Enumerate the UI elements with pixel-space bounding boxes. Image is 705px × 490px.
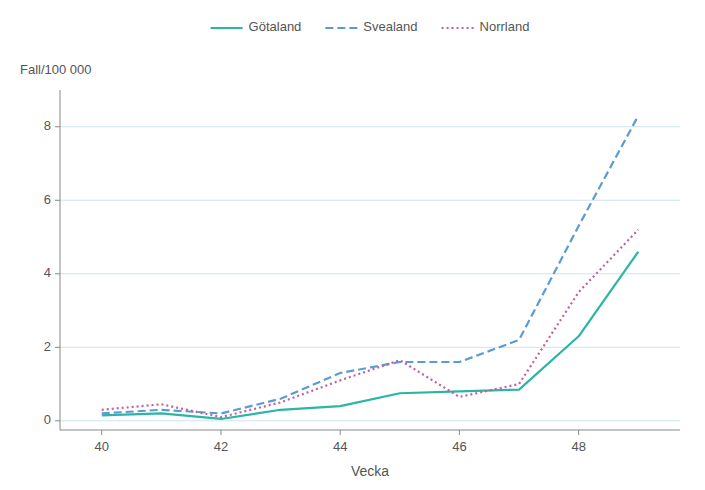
y-tick-label: 8 (44, 118, 51, 133)
x-axis-label: Vecka (351, 463, 389, 479)
y-tick (55, 200, 60, 201)
y-tick (55, 420, 60, 421)
chart-container: 024684042444648VeckaFall/100 000Götaland… (0, 0, 705, 490)
y-tick-label: 4 (44, 265, 51, 280)
legend-label: Svealand (363, 19, 417, 34)
x-tick (220, 430, 221, 435)
legend-label: Norrland (480, 19, 530, 34)
chart: 024684042444648VeckaFall/100 000Götaland… (0, 0, 705, 490)
x-tick-label: 46 (452, 439, 466, 454)
grid-line (60, 200, 680, 201)
y-tick-label: 2 (44, 339, 51, 354)
x-tick (101, 430, 102, 435)
legend-item: Götaland (211, 19, 302, 34)
x-tick (459, 430, 460, 435)
legend-label: Götaland (249, 19, 302, 34)
y-tick (55, 273, 60, 274)
x-axis-line (60, 430, 680, 431)
plot-area (102, 116, 639, 419)
y-tick (55, 126, 60, 127)
grid-line (60, 347, 680, 348)
series-line (102, 116, 639, 414)
y-tick-label: 0 (44, 412, 51, 427)
y-axis-label: Fall/100 000 (20, 62, 92, 77)
legend-item: Svealand (325, 19, 417, 34)
x-tick (578, 430, 579, 435)
legend-swatch (325, 27, 357, 29)
x-tick-label: 44 (333, 439, 347, 454)
axes: 024684042444648 (44, 90, 680, 454)
legend-item: Norrland (442, 19, 530, 34)
grid-line (60, 420, 680, 421)
x-tick-label: 48 (571, 439, 585, 454)
grid-line (60, 126, 680, 127)
legend-swatch (442, 27, 474, 29)
x-tick (340, 430, 341, 435)
series-line (102, 230, 639, 417)
y-tick (55, 347, 60, 348)
grid-line (60, 273, 680, 274)
x-tick-label: 42 (214, 439, 228, 454)
grid (60, 127, 680, 421)
series-line (102, 252, 639, 419)
y-tick-label: 6 (44, 192, 51, 207)
legend-swatch (211, 27, 243, 29)
y-axis-line (60, 90, 61, 430)
legend: Götaland Svealand Norrland (211, 19, 530, 34)
x-tick-label: 40 (94, 439, 108, 454)
